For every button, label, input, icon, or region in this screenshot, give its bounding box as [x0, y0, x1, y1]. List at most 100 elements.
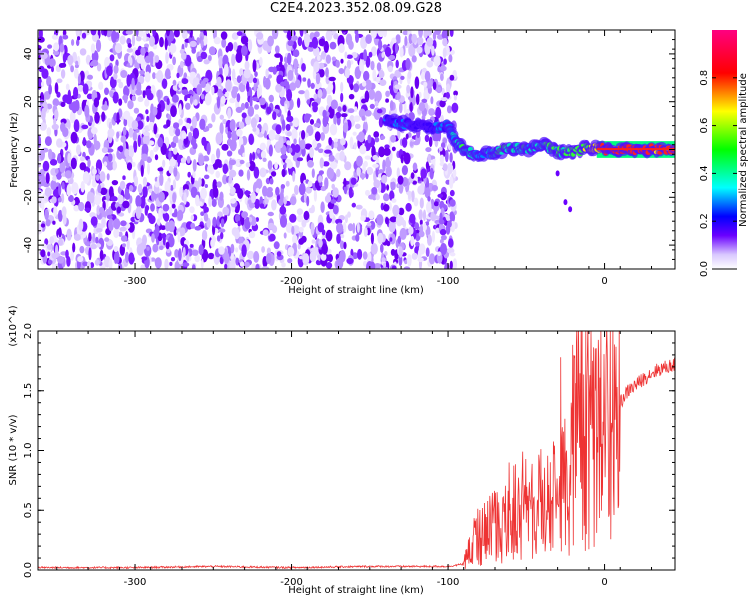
noise-blob	[354, 66, 362, 80]
noise-blob	[345, 33, 353, 46]
noise-blob	[97, 184, 102, 194]
noise-blob	[413, 197, 419, 207]
noise-blob	[200, 211, 205, 216]
noise-blob	[428, 253, 436, 265]
snr-marks	[38, 331, 675, 570]
noise-blob	[281, 168, 286, 178]
noise-blob	[259, 56, 263, 66]
noise-blob	[283, 30, 288, 34]
noise-blob	[210, 238, 216, 248]
noise-blob	[370, 232, 374, 245]
noise-blob	[198, 177, 202, 187]
noise-blob	[131, 77, 135, 90]
noise-blob	[273, 241, 280, 250]
noise-blob	[275, 124, 282, 135]
noise-blob	[178, 118, 183, 126]
noise-blob	[340, 58, 344, 64]
noise-blob	[69, 110, 76, 124]
noise-blob	[250, 117, 257, 129]
noise-blob	[220, 95, 226, 105]
noise-blob	[219, 191, 224, 201]
noise-blob	[344, 214, 348, 224]
noise-blob	[142, 134, 150, 146]
noise-blob	[370, 60, 375, 71]
noise-blob	[440, 73, 444, 81]
noise-blob	[408, 226, 414, 235]
noise-blob	[216, 181, 222, 188]
noise-blob	[397, 235, 402, 244]
noise-blob	[405, 202, 412, 212]
noise-blob	[378, 146, 386, 158]
noise-blob	[371, 46, 377, 57]
noise-blob	[168, 191, 172, 197]
noise-blob	[307, 160, 314, 168]
noise-blob	[131, 120, 139, 130]
noise-blob	[216, 76, 222, 87]
noise-blob	[411, 33, 418, 44]
noise-blob	[318, 170, 324, 175]
noise-blob	[200, 258, 204, 269]
noise-blob	[374, 137, 380, 143]
noise-blob	[114, 43, 122, 54]
noise-blob	[265, 253, 272, 264]
noise-blob	[268, 129, 276, 141]
noise-blob	[283, 232, 287, 239]
noise-blob	[429, 167, 434, 180]
noise-blob	[425, 221, 430, 226]
noise-blob	[228, 159, 237, 166]
noise-blob	[435, 227, 440, 234]
noise-blob	[161, 78, 168, 89]
noise-blob	[412, 162, 418, 171]
noise-blob	[222, 174, 228, 185]
noise-blob	[236, 93, 241, 103]
noise-blob	[186, 155, 191, 164]
noise-blob	[449, 260, 453, 269]
noise-blob	[113, 218, 121, 230]
noise-blob	[133, 139, 138, 153]
noise-blob	[437, 193, 444, 198]
noise-blob	[279, 215, 288, 228]
noise-blob	[420, 71, 426, 81]
noise-blob	[54, 82, 59, 94]
noise-blob	[420, 182, 425, 193]
noise-blob	[118, 263, 123, 269]
noise-blob	[411, 252, 418, 260]
noise-blob	[292, 35, 298, 41]
noise-blob	[372, 163, 379, 168]
noise-blob	[45, 219, 51, 227]
noise-blob	[150, 203, 155, 212]
noise-blob	[161, 233, 167, 239]
signal-blob	[555, 170, 560, 177]
snr-y-tick-label: 1.0	[23, 443, 34, 459]
noise-blob	[433, 201, 439, 207]
noise-blob	[420, 168, 428, 179]
noise-blob	[196, 84, 202, 96]
noise-blob	[256, 86, 260, 99]
snr-x-tick-label: 0	[601, 577, 607, 588]
noise-blob	[239, 159, 245, 165]
noise-blob	[48, 148, 53, 160]
noise-blob	[418, 230, 425, 238]
noise-blob	[440, 234, 447, 241]
noise-blob	[237, 220, 241, 227]
noise-blob	[116, 131, 120, 139]
noise-blob	[201, 229, 208, 241]
noise-blob	[192, 159, 197, 172]
noise-blob	[344, 67, 350, 79]
noise-blob	[140, 47, 146, 56]
noise-blob	[239, 261, 245, 267]
noise-blob	[449, 199, 456, 207]
noise-blob	[368, 194, 376, 200]
noise-blob	[170, 257, 176, 262]
noise-blob	[357, 248, 363, 260]
noise-blob	[392, 204, 400, 216]
noise-blob	[79, 48, 87, 56]
noise-blob	[53, 188, 60, 198]
noise-blob	[390, 181, 396, 191]
noise-blob	[396, 91, 401, 100]
noise-blob	[434, 215, 440, 220]
noise-blob	[299, 30, 304, 37]
noise-blob	[94, 111, 100, 124]
noise-blob	[254, 198, 261, 209]
